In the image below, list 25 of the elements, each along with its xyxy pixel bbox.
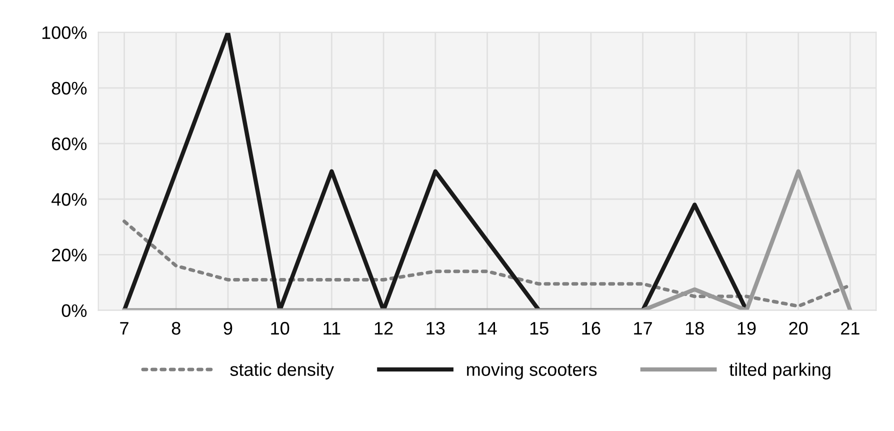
legend-label: tilted parking — [729, 362, 830, 380]
x-tick-label: 12 — [374, 322, 393, 335]
x-tick-label: 14 — [478, 322, 497, 335]
x-tick-label: 21 — [841, 322, 860, 335]
x-tick-label: 10 — [271, 322, 290, 335]
y-tick-label: 100% — [42, 26, 87, 40]
x-tick-label: 11 — [324, 322, 340, 335]
x-tick-label: 19 — [738, 322, 756, 335]
x-tick-label: 15 — [530, 322, 548, 335]
x-tick-label: 18 — [686, 322, 704, 335]
legend-label: static density — [230, 362, 334, 380]
x-tick-label: 9 — [224, 322, 232, 335]
y-tick-label: 40% — [52, 193, 87, 206]
legend-label: moving scooters — [467, 362, 597, 380]
x-tick-label: 13 — [426, 322, 445, 335]
x-tick-label: 8 — [172, 322, 180, 335]
y-tick-label: 80% — [52, 82, 87, 95]
line-series — [122, 32, 749, 310]
y-tick-label: 20% — [52, 248, 87, 262]
y-tick-label: 60% — [52, 137, 87, 150]
y-tick-label: 0% — [62, 304, 87, 318]
x-tick-label: 7 — [120, 322, 128, 335]
x-tick-label: 20 — [789, 322, 808, 335]
x-tick-label: 17 — [634, 322, 652, 335]
x-tick-label: 16 — [582, 322, 600, 335]
